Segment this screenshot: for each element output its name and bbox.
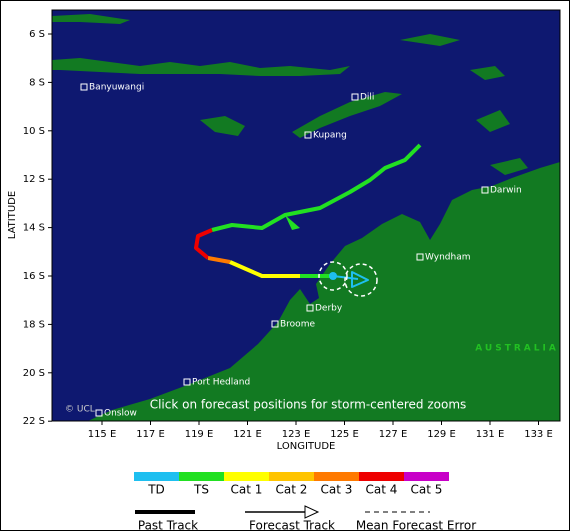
place-label: Kupang: [313, 131, 347, 141]
place-label: Onslow: [104, 409, 137, 419]
place-marker: [481, 186, 489, 194]
place-marker: [416, 253, 424, 261]
current-position[interactable]: [329, 272, 337, 280]
legend-label: Cat 1: [231, 483, 263, 497]
forecast-arrow[interactable]: [351, 271, 369, 288]
credit: © UCL: [65, 405, 95, 415]
legend-swatch: [224, 472, 269, 481]
x-tick-label: 117 E: [136, 429, 165, 440]
y-tick-label: 12 S: [23, 174, 45, 185]
x-tick-label: 129 E: [427, 429, 456, 440]
legend-swatch: [314, 472, 359, 481]
legend-label: Past Track: [138, 519, 198, 531]
place-marker: [80, 83, 88, 91]
place-label: Banyuwangi: [89, 83, 144, 93]
y-tick-label: 14 S: [23, 223, 45, 234]
y-tick-label: 16 S: [23, 271, 45, 282]
legend-label: Cat 2: [276, 483, 308, 497]
x-axis-label: LONGITUDE: [277, 441, 336, 452]
place-marker: [183, 378, 191, 386]
region-label: AUSTRALIA: [475, 344, 559, 354]
y-tick-label: 6 S: [29, 29, 45, 40]
track-marker: [285, 215, 300, 230]
legend-label: Mean Forecast Error: [356, 519, 476, 531]
legend-swatch: [179, 472, 224, 481]
legend-label: TS: [193, 483, 209, 497]
legend-swatch: [404, 472, 449, 481]
caption: Click on forecast positions for storm-ce…: [150, 398, 467, 412]
y-tick-label: 10 S: [23, 126, 45, 137]
legend-label: Forecast Track: [249, 519, 335, 531]
place-label: Port Hedland: [192, 378, 250, 388]
place-label: Broome: [280, 320, 315, 330]
legend-swatch: [134, 472, 179, 481]
storm-track: [194, 143, 422, 297]
track-legend: Past Track Forecast Track Mean Forecast …: [135, 505, 476, 531]
legend-label: Cat 5: [411, 483, 443, 497]
track-ts: [211, 143, 422, 232]
legend-label: TD: [147, 483, 165, 497]
map-frame: [51, 9, 561, 422]
y-axis-label: LATITUDE: [7, 191, 18, 239]
error-circle: [318, 261, 348, 291]
land: [52, 14, 560, 421]
error-circle: [344, 263, 378, 297]
x-tick-label: 115 E: [88, 429, 117, 440]
place-marker: [304, 131, 312, 139]
place-marker: [351, 93, 359, 101]
x-tick-label: 119 E: [185, 429, 214, 440]
place-label: Darwin: [490, 186, 522, 196]
place-marker: [271, 320, 279, 328]
x-tick-label: 121 E: [233, 429, 262, 440]
track-cat3: [207, 256, 231, 264]
legend-label: Cat 4: [366, 483, 398, 497]
place-marker: [306, 304, 314, 312]
y-tick-label: 8 S: [29, 77, 45, 88]
forecast-arrow-sample: [304, 505, 320, 519]
y-tick-label: 22 S: [23, 416, 45, 427]
x-tick-label: 131 E: [476, 429, 505, 440]
intensity-legend: TD TS Cat 1 Cat 2 Cat 3 Cat 4 Cat 5: [134, 472, 449, 497]
legend-swatch: [269, 472, 314, 481]
place-marker: [95, 409, 103, 417]
legend-label: Cat 3: [321, 483, 353, 497]
y-tick-label: 18 S: [23, 319, 45, 330]
x-tick-label: 125 E: [330, 429, 359, 440]
legend-swatch: [359, 472, 404, 481]
track-cat4: [194, 228, 213, 260]
place-label: Dili: [360, 93, 374, 103]
y-tick-label: 20 S: [23, 368, 45, 379]
place-label: Wyndham: [425, 253, 470, 263]
x-tick-label: 123 E: [282, 429, 311, 440]
track-cat1: [229, 260, 300, 278]
place-label: Derby: [315, 304, 343, 314]
x-tick-label: 133 E: [524, 429, 553, 440]
x-tick-label: 127 E: [379, 429, 408, 440]
